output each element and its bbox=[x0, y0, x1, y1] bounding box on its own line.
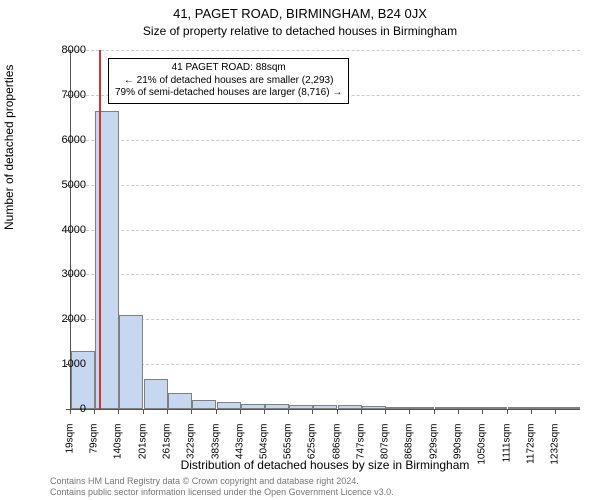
annotation-box: 41 PAGET ROAD: 88sqm ← 21% of detached h… bbox=[108, 58, 349, 104]
x-tick-mark bbox=[118, 410, 119, 414]
y-tick-mark bbox=[66, 140, 70, 141]
x-tick-label: 322sqm bbox=[186, 424, 197, 470]
histogram-bar bbox=[338, 405, 362, 409]
y-tick-label: 2000 bbox=[26, 313, 86, 325]
x-tick-label: 1050sqm bbox=[477, 424, 488, 470]
x-tick-mark bbox=[385, 410, 386, 414]
x-tick-label: 261sqm bbox=[161, 424, 172, 470]
x-tick-mark bbox=[555, 410, 556, 414]
gridline bbox=[71, 50, 580, 51]
x-tick-label: 747sqm bbox=[356, 424, 367, 470]
histogram-bar bbox=[483, 407, 507, 409]
y-tick-mark bbox=[66, 274, 70, 275]
x-tick-label: 383sqm bbox=[210, 424, 221, 470]
x-tick-mark bbox=[191, 410, 192, 414]
y-tick-mark bbox=[66, 185, 70, 186]
x-tick-label: 565sqm bbox=[283, 424, 294, 470]
y-tick-mark bbox=[66, 319, 70, 320]
y-tick-label: 8000 bbox=[26, 44, 86, 56]
x-tick-mark bbox=[70, 410, 71, 414]
y-tick-label: 4000 bbox=[26, 224, 86, 236]
y-tick-label: 7000 bbox=[26, 89, 86, 101]
gridline bbox=[71, 364, 580, 365]
chart-container: 41, PAGET ROAD, BIRMINGHAM, B24 0JX Size… bbox=[0, 0, 600, 500]
footer-line-1: Contains HM Land Registry data © Crown c… bbox=[50, 476, 394, 487]
x-tick-label: 929sqm bbox=[428, 424, 439, 470]
x-tick-mark bbox=[240, 410, 241, 414]
y-tick-mark bbox=[66, 230, 70, 231]
x-tick-label: 1232sqm bbox=[550, 424, 561, 470]
histogram-bar bbox=[265, 404, 289, 409]
histogram-bar bbox=[313, 405, 337, 409]
footer-attribution: Contains HM Land Registry data © Crown c… bbox=[50, 476, 394, 498]
x-tick-mark bbox=[361, 410, 362, 414]
histogram-bar bbox=[435, 407, 459, 409]
x-tick-mark bbox=[531, 410, 532, 414]
x-tick-mark bbox=[337, 410, 338, 414]
chart-title-main: 41, PAGET ROAD, BIRMINGHAM, B24 0JX bbox=[0, 6, 600, 21]
histogram-bar bbox=[410, 407, 434, 409]
y-tick-mark bbox=[66, 95, 70, 96]
histogram-bar bbox=[386, 407, 410, 409]
x-tick-mark bbox=[434, 410, 435, 414]
x-tick-label: 201sqm bbox=[137, 424, 148, 470]
x-tick-label: 1111sqm bbox=[501, 424, 512, 470]
x-tick-label: 990sqm bbox=[453, 424, 464, 470]
y-tick-label: 3000 bbox=[26, 268, 86, 280]
x-tick-mark bbox=[458, 410, 459, 414]
histogram-bar bbox=[192, 400, 216, 409]
x-tick-label: 807sqm bbox=[380, 424, 391, 470]
histogram-bar bbox=[168, 393, 192, 409]
highlight-line bbox=[99, 50, 101, 409]
x-tick-label: 19sqm bbox=[65, 424, 76, 470]
gridline bbox=[71, 185, 580, 186]
x-tick-mark bbox=[216, 410, 217, 414]
histogram-bar bbox=[144, 379, 168, 409]
x-tick-mark bbox=[143, 410, 144, 414]
y-tick-label: 1000 bbox=[26, 358, 86, 370]
x-tick-label: 1172sqm bbox=[526, 424, 537, 470]
x-tick-label: 625sqm bbox=[307, 424, 318, 470]
x-tick-mark bbox=[167, 410, 168, 414]
histogram-bar bbox=[508, 407, 532, 409]
histogram-bar bbox=[556, 407, 580, 409]
histogram-bar bbox=[241, 404, 265, 409]
histogram-bar bbox=[217, 402, 241, 409]
histogram-bar bbox=[362, 406, 386, 409]
histogram-bar bbox=[289, 405, 313, 409]
gridline bbox=[71, 140, 580, 141]
x-tick-label: 868sqm bbox=[404, 424, 415, 470]
x-tick-mark bbox=[312, 410, 313, 414]
x-tick-mark bbox=[507, 410, 508, 414]
y-tick-label: 0 bbox=[26, 403, 86, 415]
x-tick-label: 79sqm bbox=[88, 424, 99, 470]
annotation-line-3: 79% of semi-detached houses are larger (… bbox=[115, 87, 342, 100]
x-tick-mark bbox=[482, 410, 483, 414]
histogram-bar bbox=[459, 407, 483, 409]
gridline bbox=[71, 274, 580, 275]
histogram-bar bbox=[119, 315, 143, 409]
y-tick-mark bbox=[66, 50, 70, 51]
x-tick-mark bbox=[288, 410, 289, 414]
y-tick-mark bbox=[66, 364, 70, 365]
x-tick-label: 140sqm bbox=[113, 424, 124, 470]
histogram-bar bbox=[532, 407, 556, 409]
y-tick-label: 6000 bbox=[26, 134, 86, 146]
y-tick-label: 5000 bbox=[26, 179, 86, 191]
annotation-line-2: ← 21% of detached houses are smaller (2,… bbox=[115, 75, 342, 88]
x-tick-label: 686sqm bbox=[331, 424, 342, 470]
annotation-line-1: 41 PAGET ROAD: 88sqm bbox=[115, 62, 342, 75]
x-tick-mark bbox=[94, 410, 95, 414]
chart-title-sub: Size of property relative to detached ho… bbox=[0, 24, 600, 38]
y-axis-label: Number of detached properties bbox=[2, 65, 16, 230]
x-tick-label: 504sqm bbox=[258, 424, 269, 470]
x-tick-label: 443sqm bbox=[234, 424, 245, 470]
gridline bbox=[71, 230, 580, 231]
footer-line-2: Contains public sector information licen… bbox=[50, 487, 394, 498]
x-tick-mark bbox=[409, 410, 410, 414]
plot-area bbox=[70, 50, 580, 410]
x-tick-mark bbox=[264, 410, 265, 414]
gridline bbox=[71, 319, 580, 320]
